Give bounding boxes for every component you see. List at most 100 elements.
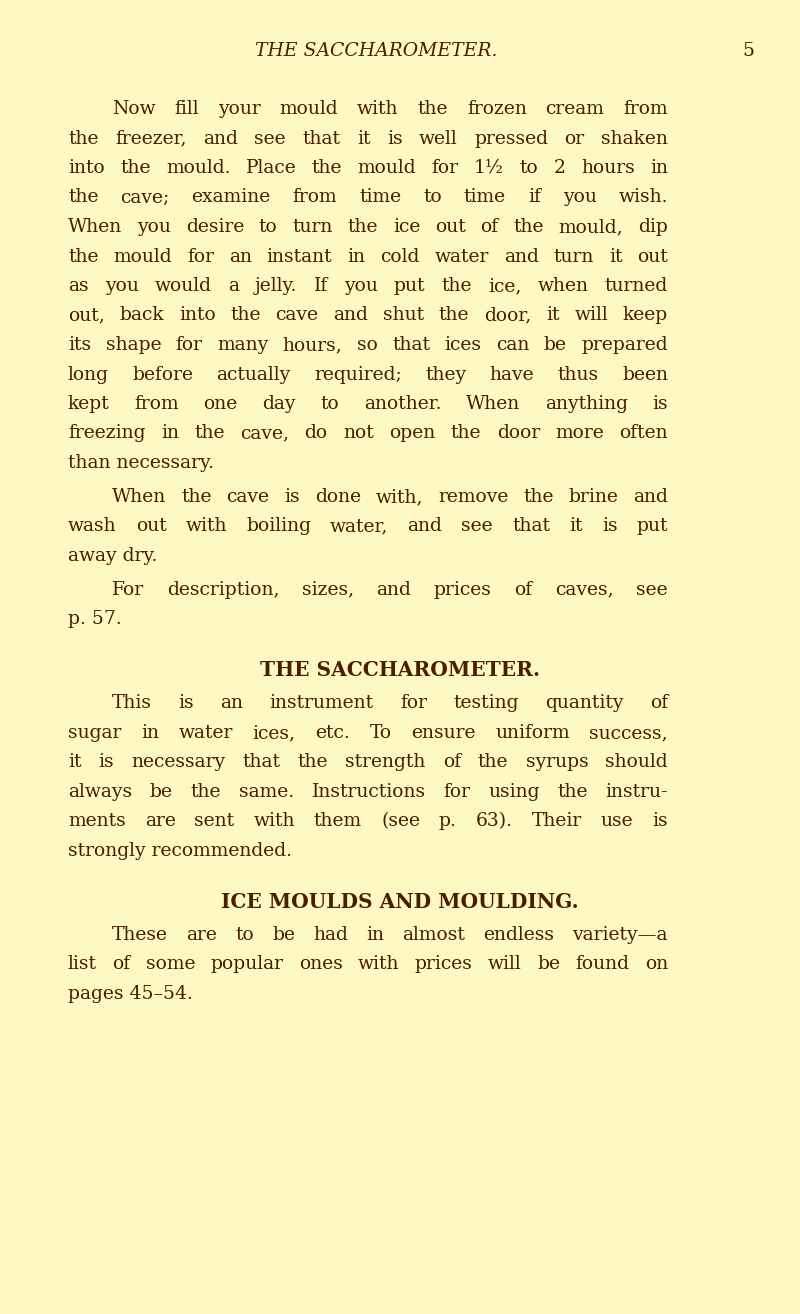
Text: to: to <box>519 159 538 177</box>
Text: see: see <box>254 130 286 147</box>
Text: of: of <box>650 694 668 712</box>
Text: it: it <box>609 247 622 265</box>
Text: is: is <box>98 753 114 771</box>
Text: it: it <box>357 130 370 147</box>
Text: with: with <box>357 100 398 118</box>
Text: out: out <box>638 247 668 265</box>
Text: syrups: syrups <box>526 753 588 771</box>
Text: When: When <box>68 218 122 237</box>
Text: hours: hours <box>581 159 634 177</box>
Text: necessary: necessary <box>131 753 226 771</box>
Text: turned: turned <box>605 277 668 296</box>
Text: than necessary.: than necessary. <box>68 455 214 472</box>
Text: same.: same. <box>238 783 294 802</box>
Text: to: to <box>235 926 254 943</box>
Text: the: the <box>438 306 470 325</box>
Text: of: of <box>514 581 533 599</box>
Text: the: the <box>68 247 98 265</box>
Text: THE SACCHAROMETER.: THE SACCHAROMETER. <box>254 42 498 60</box>
Text: you: you <box>137 218 171 237</box>
Text: brine: brine <box>569 487 618 506</box>
Text: from: from <box>623 100 668 118</box>
Text: the: the <box>514 218 544 237</box>
Text: almost: almost <box>402 926 466 943</box>
Text: are: are <box>145 812 175 830</box>
Text: often: often <box>619 424 668 443</box>
Text: have: have <box>490 365 534 384</box>
Text: into: into <box>68 159 105 177</box>
Text: (see: (see <box>381 812 420 830</box>
Text: the: the <box>194 424 225 443</box>
Text: boiling: boiling <box>246 518 311 535</box>
Text: and: and <box>203 130 238 147</box>
Text: etc.: etc. <box>315 724 350 742</box>
Text: dip: dip <box>638 218 668 237</box>
Text: day: day <box>262 396 296 413</box>
Text: the: the <box>68 188 98 206</box>
Text: many: many <box>217 336 268 353</box>
Text: some: some <box>146 955 195 974</box>
Text: your: your <box>218 100 261 118</box>
Text: fill: fill <box>174 100 199 118</box>
Text: for: for <box>400 694 427 712</box>
Text: be: be <box>272 926 295 943</box>
Text: is: is <box>602 518 618 535</box>
Text: back: back <box>119 306 164 325</box>
Text: for: for <box>432 159 458 177</box>
Text: open: open <box>389 424 435 443</box>
Text: anything: anything <box>545 396 628 413</box>
Text: done: done <box>314 487 361 506</box>
Text: To: To <box>370 724 391 742</box>
Text: it: it <box>68 753 82 771</box>
Text: prepared: prepared <box>582 336 668 353</box>
Text: sizes,: sizes, <box>302 581 354 599</box>
Text: ices,: ices, <box>253 724 295 742</box>
Text: and: and <box>377 581 411 599</box>
Text: or: or <box>565 130 585 147</box>
Text: endless: endless <box>483 926 554 943</box>
Text: instant: instant <box>266 247 332 265</box>
Text: the: the <box>181 487 211 506</box>
Text: time: time <box>359 188 402 206</box>
Text: strength: strength <box>346 753 426 771</box>
Text: frozen: frozen <box>467 100 526 118</box>
Text: freezing: freezing <box>68 424 146 443</box>
Text: see: see <box>636 581 668 599</box>
Text: Instructions: Instructions <box>311 783 426 802</box>
Text: Their: Their <box>532 812 582 830</box>
Text: do: do <box>305 424 328 443</box>
Text: can: can <box>496 336 530 353</box>
Text: the: the <box>230 306 261 325</box>
Text: thus: thus <box>558 365 598 384</box>
Text: it: it <box>546 306 559 325</box>
Text: the: the <box>478 753 509 771</box>
Text: an: an <box>229 247 252 265</box>
Text: and: and <box>334 306 368 325</box>
Text: a: a <box>228 277 239 296</box>
Text: when: when <box>538 277 589 296</box>
Text: instrument: instrument <box>270 694 374 712</box>
Text: cave: cave <box>226 487 270 506</box>
Text: from: from <box>293 188 338 206</box>
Text: prices: prices <box>434 581 492 599</box>
Text: use: use <box>601 812 634 830</box>
Text: This: This <box>112 694 152 712</box>
Text: mould: mould <box>358 159 416 177</box>
Text: the: the <box>190 783 221 802</box>
Text: 2: 2 <box>554 159 566 177</box>
Text: with,: with, <box>375 487 423 506</box>
Text: wash: wash <box>68 518 117 535</box>
Text: p. 57.: p. 57. <box>68 610 122 628</box>
Text: quantity: quantity <box>545 694 623 712</box>
Text: you: you <box>344 277 378 296</box>
Text: will: will <box>488 955 522 974</box>
Text: testing: testing <box>454 694 518 712</box>
Text: on: on <box>645 955 668 974</box>
Text: sugar: sugar <box>68 724 122 742</box>
Text: cave,: cave, <box>240 424 289 443</box>
Text: ensure: ensure <box>411 724 475 742</box>
Text: of: of <box>481 218 498 237</box>
Text: it: it <box>570 518 582 535</box>
Text: and: and <box>407 518 442 535</box>
Text: the: the <box>68 130 98 147</box>
